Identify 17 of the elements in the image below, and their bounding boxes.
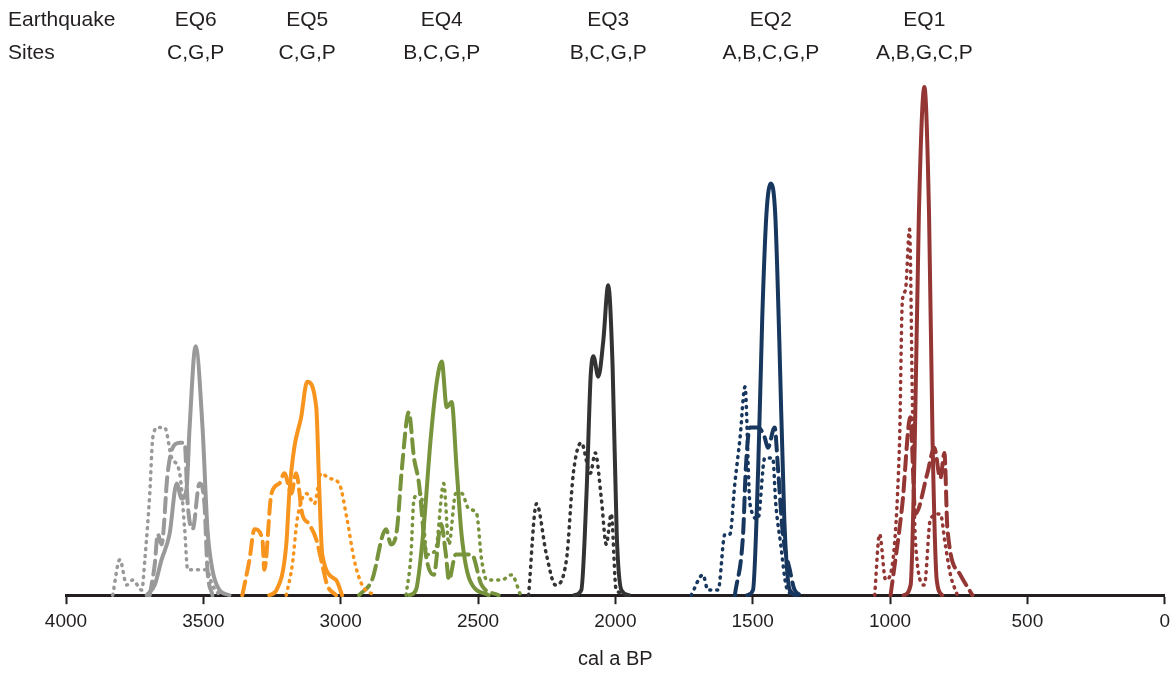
x-tick-label: 2000	[594, 609, 637, 631]
x-tick-label: 4000	[44, 609, 88, 631]
x-axis-title: cal a BP	[578, 646, 653, 669]
x-tick-label: 3500	[182, 609, 225, 631]
text: Earthquake Sites	[8, 6, 116, 63]
text: EQ3 B,C,G,P	[569, 6, 647, 63]
x-tick-label: 1000	[868, 609, 912, 631]
x-tick-label: 3000	[319, 609, 362, 631]
x-tick-label: 500	[1011, 609, 1044, 631]
x-tick-label: 0	[1159, 609, 1171, 631]
text: EQ6 C,G,P	[167, 6, 225, 63]
text: EQ1 A,B,G,C,P	[875, 6, 973, 63]
text: EQ2 A,B,C,G,P	[722, 6, 820, 63]
text: EQ5 C,G,P	[278, 6, 336, 63]
x-tick-label: 1500	[731, 609, 774, 631]
x-tick-label: 2500	[456, 609, 500, 631]
text: EQ4 B,C,G,P	[403, 6, 481, 63]
